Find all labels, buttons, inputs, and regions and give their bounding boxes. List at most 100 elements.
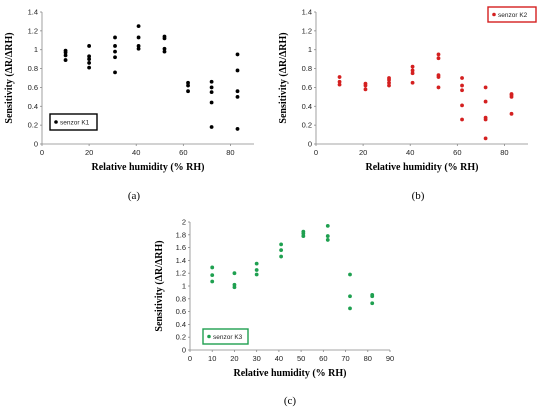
chart-2-y-tick-label: 1.2 — [302, 26, 312, 35]
chart-1-data-point — [235, 52, 240, 57]
chart-1-caption: (a) — [128, 190, 141, 202]
chart-2-data-point — [509, 111, 514, 116]
chart-3: 00.20.40.60.811.21.41.61.820 10 20 30 40 50 60… — [154, 218, 394, 408]
chart-3-x-tick-label: 0 — [188, 354, 192, 363]
chart-1-y-tick-label: 1.2 — [28, 26, 38, 35]
chart-1-data-point — [87, 65, 92, 70]
chart-1-x-tick-label: 80 — [226, 148, 234, 157]
chart-1: 0 0.2 0.4 0.6 0.8 1 1.2 1.4 0 20 40 60 80 Relative hu… — [4, 8, 254, 202]
chart-3-y-tick-label: 0.4 — [176, 320, 186, 329]
chart-1-data-point — [136, 24, 141, 29]
chart-1-x-tick-label: 0 — [40, 148, 44, 157]
chart-1-legend-label: senzor K1 — [60, 119, 90, 126]
chart-1-data-point — [209, 100, 214, 105]
chart-3-x-tick-label: 30 — [252, 354, 260, 363]
chart-2-y-tick-label: 0.2 — [302, 121, 312, 130]
chart-3-legend-marker — [207, 334, 211, 339]
chart-1-data-point — [209, 125, 214, 129]
chart-2-data-point — [436, 52, 441, 57]
chart-3-data-point — [348, 294, 352, 299]
chart-2-x-tick-label: 20 — [359, 148, 367, 157]
chart-1-y-tick-label: 0.8 — [28, 64, 38, 73]
chart-3-legend-label: senzor K3 — [213, 334, 243, 341]
chart-2-y-tick-label: 0.8 — [302, 64, 312, 73]
chart-2-data-point — [460, 88, 464, 93]
chart-1-data-point — [113, 49, 117, 54]
chart-1-y-axis-label: Sensitivity (ΔR/ΔRH) — [4, 32, 15, 123]
chart-3-data-point — [325, 223, 330, 228]
chart-3-y-tick-label: 1 — [182, 282, 186, 291]
chart-2-x-axis-label: Relative humidity (% RH) — [365, 162, 478, 173]
chart-3-x-tick-label: 60 — [319, 354, 327, 363]
chart-3-legend: senzor K3 — [202, 328, 249, 345]
chart-3-data-point — [279, 248, 284, 253]
chart-1-y-tick-label: 1 — [34, 45, 38, 54]
chart-2-data-point — [460, 117, 464, 122]
chart-2-data-point — [460, 83, 464, 88]
chart-2-data-point — [337, 82, 342, 87]
chart-1-data-point — [162, 34, 167, 39]
chart-1-data-point — [186, 89, 190, 94]
chart-3-y-axis-label: Sensitivity (ΔR/ΔRH) — [154, 240, 165, 331]
chart-1-legend-box — [49, 113, 98, 131]
chart-2-legend-label: senzor K2 — [498, 12, 528, 19]
chart-1-data-point — [87, 57, 92, 62]
chart-1-y-tick-label: 0 — [34, 140, 38, 149]
chart-2-data-point — [410, 68, 415, 73]
chart-3-data-point — [232, 271, 237, 276]
chart-1-data-point — [113, 55, 117, 60]
chart-2-data-point — [387, 80, 391, 85]
chart-1-x-axis-label: Relative humidity (% RH) — [91, 162, 204, 173]
chart-1-x-tick-label: 20 — [85, 148, 93, 157]
chart-3-y-tick-label: 0 — [182, 346, 186, 355]
chart-2-data-point — [460, 76, 464, 80]
chart-3-x-tick-label: 10 — [208, 354, 216, 363]
chart-3-data-point — [210, 279, 215, 284]
chart-2-data-point — [337, 79, 342, 84]
chart-2-data-point — [363, 81, 368, 86]
chart-3-data-point — [325, 234, 330, 238]
chart-3-data-point — [254, 272, 259, 277]
chart-1-data-point — [186, 80, 190, 85]
chart-2-data-point — [410, 64, 415, 69]
chart-2-data-point — [337, 75, 342, 79]
chart-1-x-tick-label: 60 — [179, 148, 187, 157]
chart-2-data-point — [483, 99, 488, 104]
chart-2-x-tick-label: 40 — [406, 148, 414, 157]
chart-3-data-point — [370, 301, 375, 306]
chart-2-data-point — [436, 56, 441, 61]
chart-2-data-point — [483, 136, 488, 141]
chart-2-y-tick-label: 1 — [308, 45, 312, 54]
chart-1-x-tick-label: 40 — [132, 148, 140, 157]
chart-3-data-point — [348, 272, 352, 277]
chart-1-data-point — [87, 54, 92, 59]
chart-1-data-point — [235, 94, 240, 99]
chart-3-data-point — [210, 273, 215, 278]
chart-3-data-point — [279, 254, 284, 259]
chart-1-data-point — [113, 70, 117, 75]
chart-2-y-tick-label: 0 — [308, 140, 312, 149]
chart-1-data-point — [235, 68, 240, 73]
chart-1-legend: senzor K1 — [49, 113, 98, 131]
chart-3-y-tick-label: 1.4 — [176, 256, 186, 265]
chart-1-y-tick-label: 0.4 — [28, 102, 38, 111]
chart-3-x-tick-label: 90 — [386, 354, 394, 363]
chart-1-data-point — [209, 85, 214, 90]
chart-2-data-point — [410, 80, 415, 85]
chart-2-x-tick-label: 0 — [314, 148, 318, 157]
chart-3-x-tick-label: 50 — [297, 354, 305, 363]
chart-2-legend-marker — [492, 12, 496, 17]
chart-2-data-point — [436, 73, 441, 78]
chart-3-x-tick-label: 40 — [275, 354, 283, 363]
chart-2-x-tick-label: 60 — [453, 148, 461, 157]
chart-2-data-point — [410, 71, 415, 76]
chart-1-data-point — [136, 46, 141, 51]
chart-2-y-tick-label: 1.4 — [302, 8, 312, 17]
chart-1-legend-marker — [54, 120, 58, 124]
chart-3-data-point — [210, 265, 215, 270]
chart-2-data-point — [387, 76, 391, 80]
chart-1-data-point — [63, 58, 68, 62]
chart-2: 0 0.2 0.4 0.6 0.8 1 1.2 1.4 0 20 40 60 80 Relative hu… — [278, 6, 537, 202]
chart-3-y-tick-label: 1.8 — [176, 230, 186, 239]
